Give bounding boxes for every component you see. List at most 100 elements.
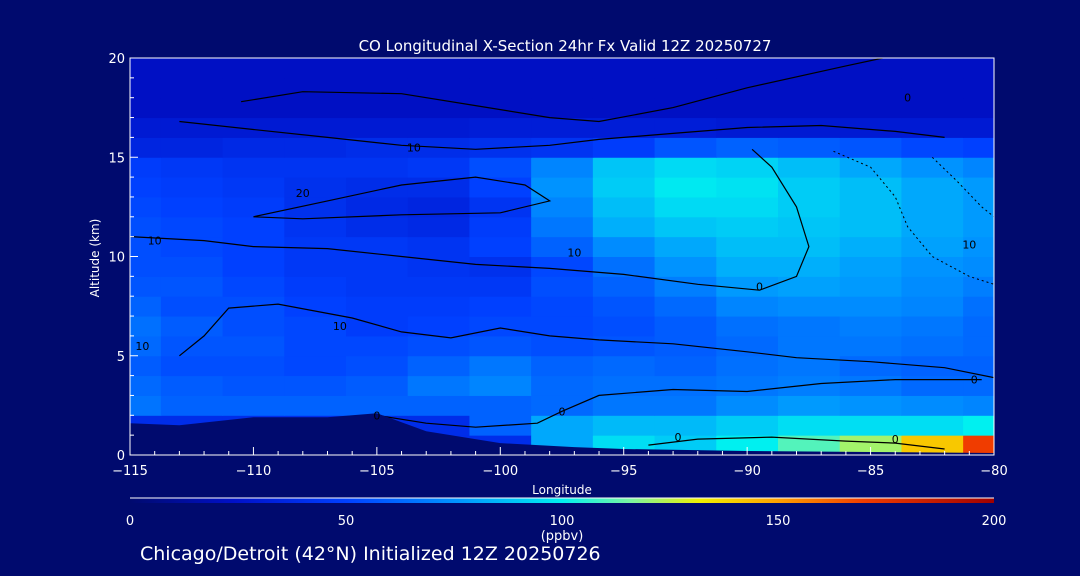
heatmap-cell: [901, 375, 964, 396]
x-tick-label: −95: [610, 464, 637, 479]
contour-label: 0: [756, 280, 763, 293]
heatmap-cell: [531, 316, 594, 337]
heatmap-cell: [716, 58, 779, 79]
heatmap-cell: [130, 276, 162, 297]
heatmap-cell: [901, 77, 964, 99]
heatmap-cell: [654, 236, 717, 257]
heatmap-cell: [901, 157, 964, 178]
contour-label: 0: [904, 92, 911, 105]
heatmap-cell: [346, 395, 409, 416]
heatmap-cell: [654, 375, 717, 396]
heatmap-cell: [778, 97, 841, 119]
heatmap-cell: [531, 77, 594, 99]
heatmap-cell: [130, 137, 162, 158]
heatmap-cell: [592, 276, 656, 297]
heatmap-cell: [901, 435, 964, 455]
heatmap-cell: [901, 335, 964, 357]
heatmap-cell: [346, 177, 409, 198]
contour-label: 20: [296, 187, 310, 200]
heatmap-cell: [160, 236, 224, 257]
heatmap-cell: [839, 77, 902, 99]
heatmap-cell: [407, 177, 470, 198]
contour-line: [376, 379, 982, 428]
heatmap-cell: [963, 216, 994, 238]
heatmap-cell: [531, 355, 594, 377]
heatmap-cell: [469, 236, 532, 257]
heatmap-cell: [531, 216, 594, 238]
heatmap-cell: [531, 177, 594, 198]
heatmap-cell: [284, 296, 347, 317]
heatmap-cell: [963, 157, 994, 178]
heatmap-cell: [222, 395, 285, 416]
heatmap-cell: [469, 216, 532, 238]
heatmap-cell: [222, 355, 285, 377]
x-tick-label: −85: [857, 464, 884, 479]
colorbar-tick-label: 150: [766, 514, 791, 529]
heatmap-cell: [716, 137, 779, 158]
heatmap-cell: [130, 117, 162, 138]
terrain-fill: [130, 413, 994, 455]
heatmap-cell: [469, 256, 532, 277]
heatmap-cell: [839, 97, 902, 119]
heatmap-cell: [654, 316, 717, 337]
heatmap-cell: [130, 177, 162, 198]
heatmap-cell: [839, 316, 902, 337]
heatmap-cell: [592, 137, 656, 158]
heatmap-cell: [469, 97, 532, 119]
heatmap-cell: [160, 157, 224, 178]
heatmap-cell: [839, 395, 902, 416]
heatmap-cell: [901, 395, 964, 416]
colorbar-tick-label: 100: [550, 514, 575, 529]
heatmap-cell: [130, 296, 162, 317]
heatmap-cell: [407, 375, 470, 396]
heatmap-cell: [839, 236, 902, 257]
heatmap-cell: [407, 97, 470, 119]
contour-line: [179, 303, 994, 379]
heatmap-cell: [592, 316, 656, 337]
heatmap-cell: [531, 157, 594, 178]
heatmap-cell: [531, 415, 594, 436]
heatmap-cell: [469, 157, 532, 178]
heatmap-cell: [592, 415, 656, 436]
heatmap-cell: [716, 296, 779, 317]
heatmap-cell: [716, 256, 779, 277]
heatmap-cell: [160, 395, 224, 416]
heatmap-cell: [963, 137, 994, 158]
x-tick-label: −110: [236, 464, 272, 479]
terrain-mask: [130, 413, 994, 455]
heatmap-cell: [130, 335, 162, 357]
heatmap-cell: [592, 97, 656, 119]
heatmap-cell: [284, 97, 347, 119]
heatmap-cell: [592, 355, 656, 377]
heatmap-cell: [592, 216, 656, 238]
heatmap-cell: [130, 216, 162, 238]
x-axis: −115 −110 −105 −100 −95 −90 −85 −80: [112, 447, 1008, 479]
contour-label: 10: [962, 239, 976, 252]
heatmap-cell: [778, 335, 841, 357]
heatmap-cell: [222, 316, 285, 337]
contour-label: 10: [148, 235, 162, 248]
heatmap-cell: [901, 276, 964, 297]
heatmap-cell: [346, 256, 409, 277]
heatmap-cell: [346, 355, 409, 377]
heatmap-cell: [531, 97, 594, 119]
heatmap-cell: [592, 236, 656, 257]
heatmap-cell: [407, 216, 470, 238]
heatmap-cell: [839, 137, 902, 158]
heatmap-cell: [346, 216, 409, 238]
heatmap-cell: [160, 117, 224, 138]
contour-line-negative: [833, 150, 994, 285]
heatmap-cell: [716, 435, 779, 455]
heatmap-cell: [469, 58, 532, 79]
heatmap-cell: [284, 157, 347, 178]
heatmap-cell: [222, 196, 285, 218]
y-tick-label: 5: [117, 350, 125, 365]
heatmap-cell: [130, 375, 162, 396]
heatmap-cell: [839, 256, 902, 277]
heatmap-cell: [839, 276, 902, 297]
heatmap-cell: [592, 395, 656, 416]
heatmap-cell: [284, 316, 347, 337]
heatmap-cell: [130, 236, 162, 257]
heatmap-cell: [160, 316, 224, 337]
heatmap-cell: [654, 97, 717, 119]
